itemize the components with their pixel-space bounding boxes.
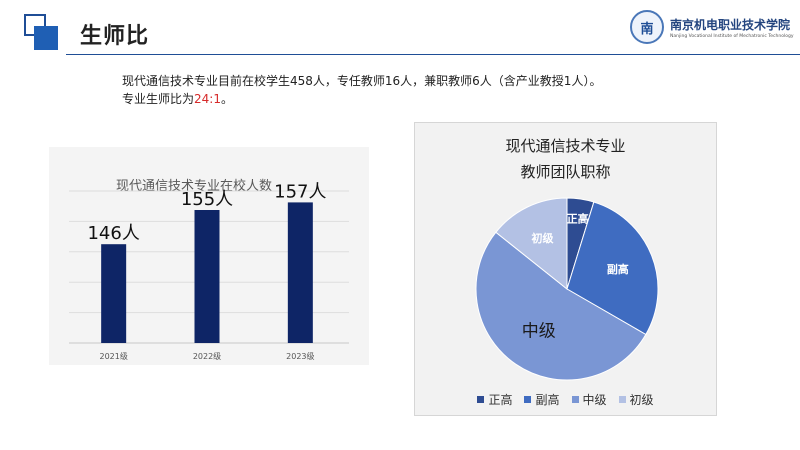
legend-item: 副高 [524, 391, 560, 408]
legend-item: 初级 [618, 391, 654, 408]
faculty-title-pie-chart: 现代通信技术专业 教师团队职称 正高 副高 中级 初级 正高 副高 中级 初级 [414, 122, 717, 416]
bar-data-label: 157人 [274, 181, 326, 202]
pie-slice-label: 中级 [522, 321, 556, 341]
bar-data-label: 155人 [181, 189, 233, 210]
school-seal-icon: 南 [630, 10, 664, 44]
legend-label: 正高 [488, 393, 513, 407]
legend-swatch [524, 396, 532, 403]
pie-slice-label: 副高 [607, 262, 629, 276]
bar-category-label: 2023级 [286, 351, 314, 361]
enrollment-bar-chart: 现代通信技术专业在校人数 146人 2021级 155人 2022级 157人 2023级 [49, 147, 369, 365]
bar-2022级 [194, 210, 220, 343]
pie-slice-label: 正高 [567, 212, 589, 226]
legend-swatch [618, 396, 626, 403]
school-logo: 南 南京机电职业技术学院 Nanjing Vocational Institut… [630, 10, 795, 48]
enrollment-bar-chart-svg: 现代通信技术专业在校人数 146人 2021级 155人 2022级 157人 2023级 [69, 178, 349, 361]
bar-2023级 [287, 202, 313, 343]
pie-legend: 正高 副高 中级 初级 [415, 391, 716, 408]
pie-chart-title-line-1: 现代通信技术专业 [505, 137, 626, 155]
school-name-english: Nanjing Vocational Institute of Mechatro… [670, 34, 794, 39]
legend-item: 正高 [477, 391, 512, 408]
bar-2021级 [101, 244, 127, 343]
header-square-accent [34, 26, 58, 50]
page-title: 生师比 [80, 24, 150, 49]
bar-category-label: 2022级 [193, 351, 221, 361]
ratio-value: 24:1 [194, 92, 221, 106]
pie-slice-label: 初级 [532, 231, 555, 245]
legend-label: 初级 [629, 393, 654, 407]
legend-item: 中级 [571, 391, 607, 408]
ratio-prefix: 专业生师比为 [122, 92, 195, 106]
pie-slice-初级 [495, 197, 568, 291]
legend-label: 副高 [535, 393, 560, 407]
bar-data-label: 146人 [87, 223, 139, 244]
ratio-suffix: 。 [220, 92, 233, 106]
pie-slice-副高 [566, 201, 659, 336]
legend-swatch [477, 396, 485, 403]
bar-chart-title: 现代通信技术专业在校人数 [116, 178, 272, 194]
pie-chart-title-line-2: 教师团队职称 [520, 163, 611, 181]
header-divider [66, 54, 800, 55]
bar-category-label: 2021级 [99, 351, 127, 361]
legend-label: 中级 [582, 393, 607, 407]
school-name: 南京机电职业技术学院 [670, 18, 791, 32]
description-line-2: 专业生师比为24:1。 [122, 90, 233, 107]
pie-slice-中级 [475, 231, 647, 381]
legend-swatch [571, 396, 579, 403]
description-line-1: 现代通信技术专业目前在校学生458人，专任教师16人，兼职教师6人（含产业教授1… [122, 74, 602, 88]
